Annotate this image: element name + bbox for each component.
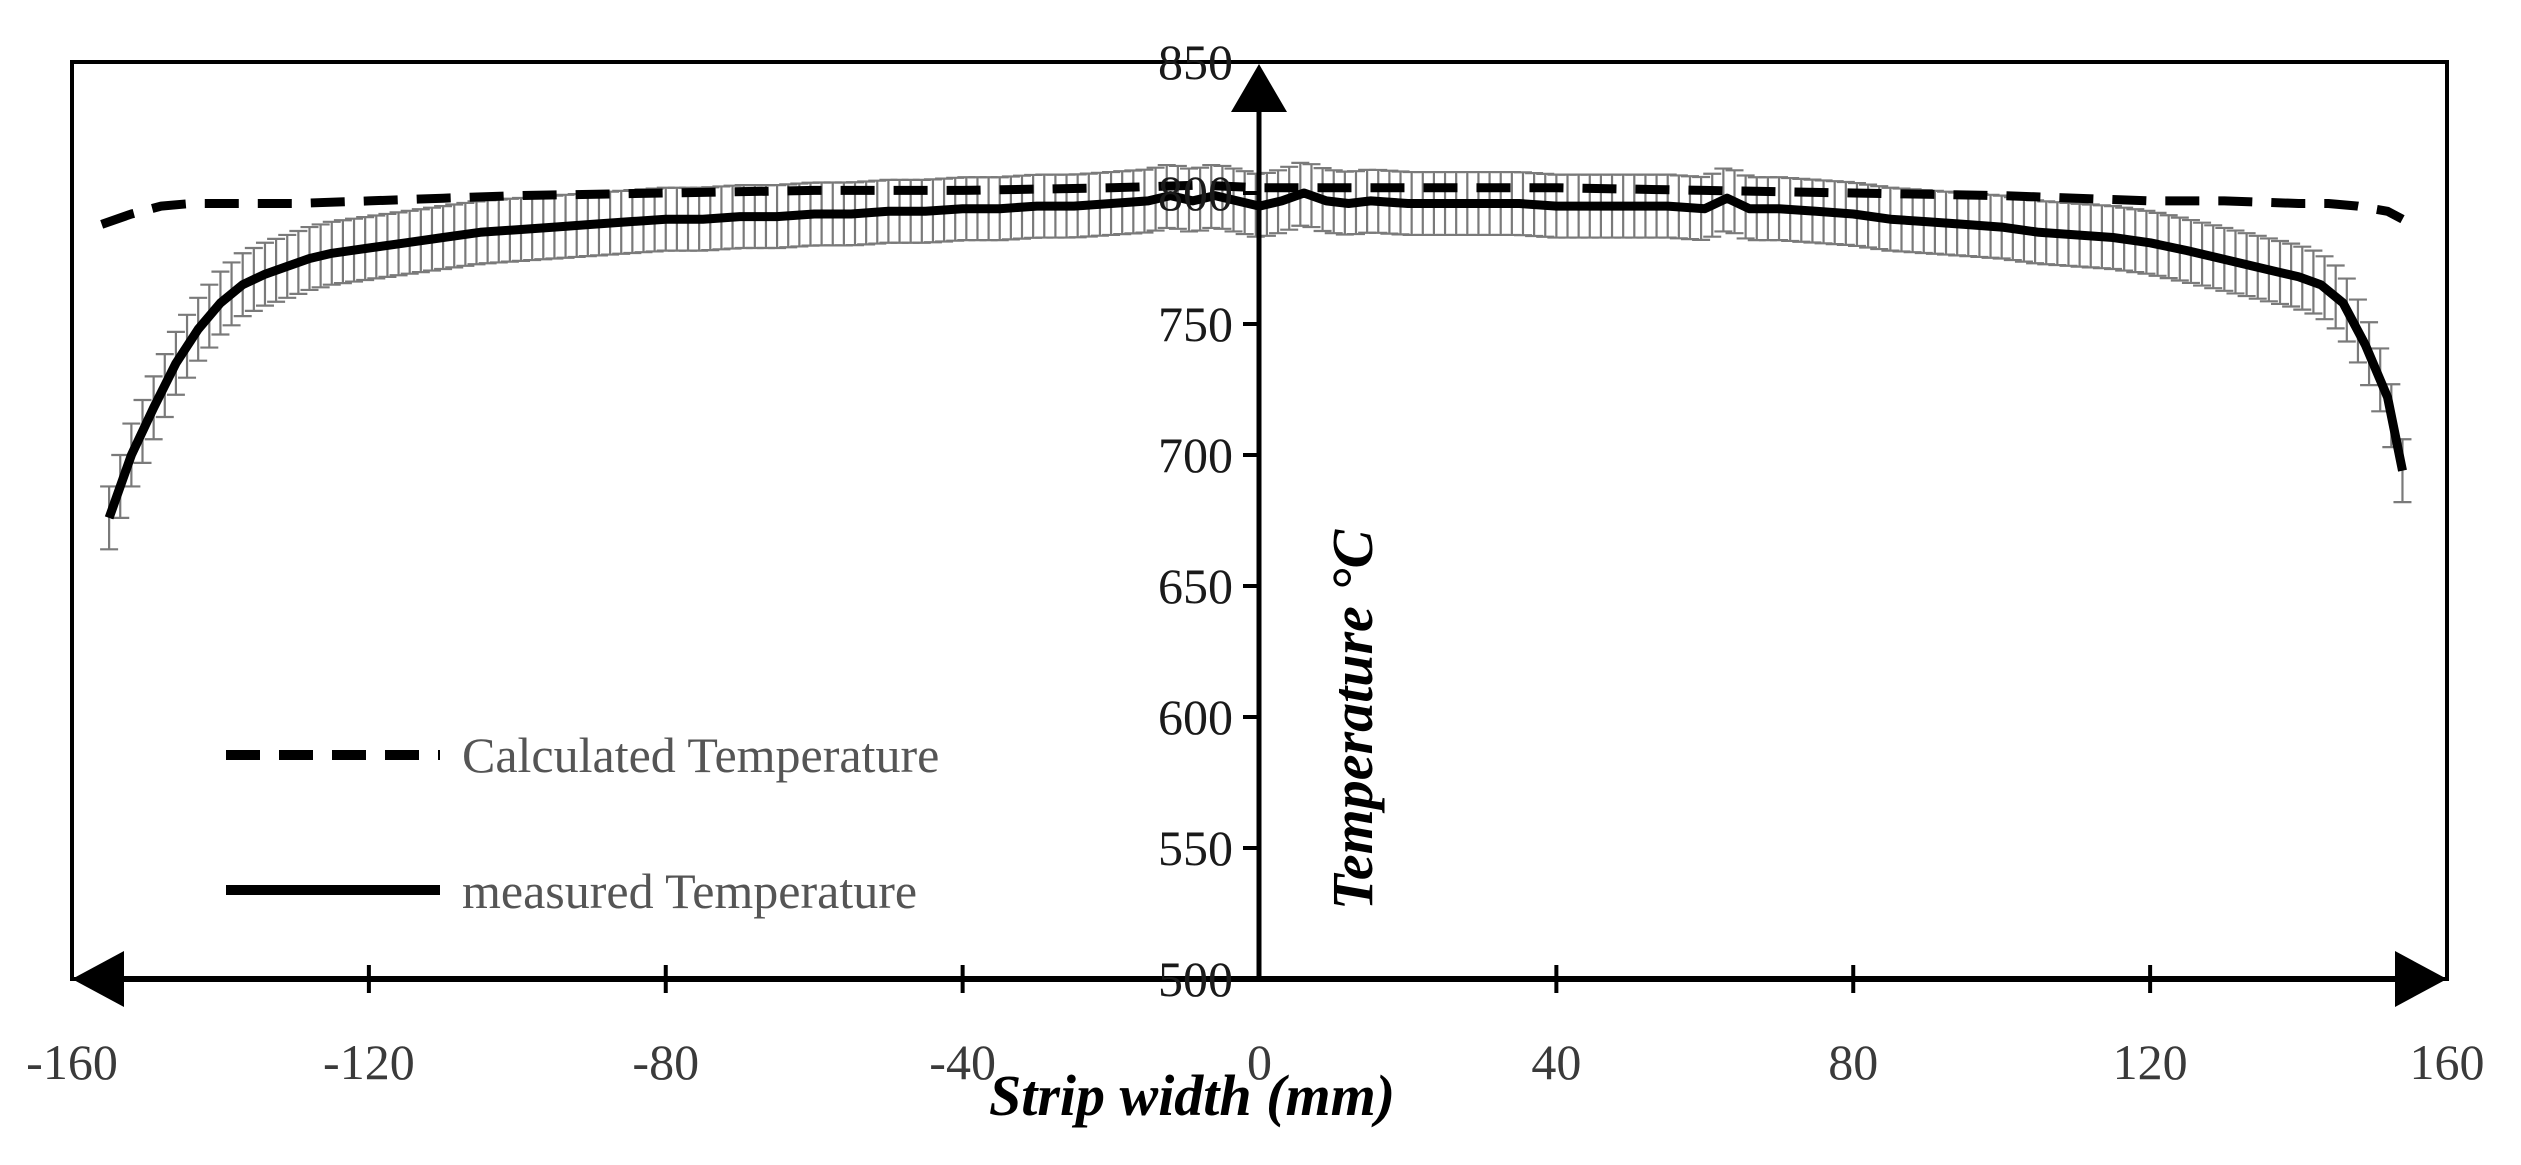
x-axis-right-arrow [2395,951,2447,1007]
x-tick-label: -160 [26,1034,118,1090]
y-axis-up-arrow [1231,64,1287,112]
ticks-group: -160 -120 -80 -40 0 40 80 120 160 500 550 600 650 700… [26,34,2484,1090]
x-tick-label: -40 [929,1034,996,1090]
x-tick-label: 160 [2410,1034,2485,1090]
x-tick-label: 80 [1828,1034,1878,1090]
x-axis-left-arrow [72,951,124,1007]
y-tick-label: 600 [1158,689,1233,745]
y-tick-label: 700 [1158,427,1233,483]
series-group [100,180,2407,520]
legend-label-measured: measured Temperature [462,863,917,919]
legend-label-calculated: Calculated Temperature [462,727,939,783]
y-axis-title: Temperature °C [1320,529,1385,911]
series-measured-line [104,188,2407,520]
series-calculated-line [100,180,2405,229]
x-tick-label: 120 [2113,1034,2188,1090]
y-tick-label: 750 [1158,296,1233,352]
x-tick-label: 40 [1531,1034,1581,1090]
x-tick-label: 0 [1247,1034,1272,1090]
x-tick-label: -80 [632,1034,699,1090]
y-tick-label: 800 [1158,165,1233,221]
x-tick-label: -120 [323,1034,415,1090]
legend: Calculated Temperature measured Temperat… [226,727,939,919]
y-tick-label: 550 [1158,820,1233,876]
x-axis-title: Strip width (mm) [989,1063,1395,1128]
y-tick-label: 850 [1158,34,1233,90]
y-tick-label: 650 [1158,558,1233,614]
y-tick-label: 500 [1158,951,1233,1007]
